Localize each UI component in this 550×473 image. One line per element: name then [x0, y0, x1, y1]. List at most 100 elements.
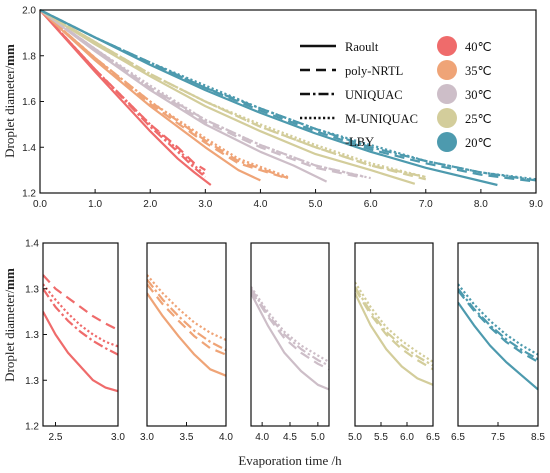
y-tick-label: 1.6	[22, 97, 36, 108]
x-tick-label: 2.0	[143, 199, 157, 210]
legend-models: Raoult poly-NRTL UNIQUAC M-UNIQUAC -LBY	[300, 40, 418, 149]
zoom-series-35-raoult	[147, 292, 226, 377]
zoom-series-30-uniquac	[251, 288, 329, 367]
x-axis-title: Evaporation time /h	[238, 453, 342, 468]
zoom-chart-25: 5.0 5.5 6.0 6.5	[348, 242, 440, 443]
x-tick-label: 1.0	[88, 199, 102, 210]
zoom-y-tick-label: 1.3	[25, 330, 39, 341]
series-40-raoult	[39, 9, 212, 186]
series-30-m-uniquac	[39, 9, 371, 180]
zoom-chart-35-frame	[146, 242, 227, 427]
zoom-chart-35-lines	[147, 274, 226, 377]
zoom-x-tick-label: 6.0	[400, 432, 414, 443]
legend-swatch-30	[437, 84, 457, 104]
zoom-series-20-raoult	[458, 301, 538, 391]
main-chart-ylabel: Droplet diameter/mm	[2, 44, 17, 158]
zoom-charts: 2.5 3.01.21.31.31.31.43.0 3.5 4.0 4.0 4.5 5.0 5…	[25, 239, 545, 444]
zoom-x-tick-label: 7.5	[491, 432, 505, 443]
zoom-x-tick-label: 4.0	[219, 432, 233, 443]
series-40-uniquac	[39, 9, 207, 178]
series-30-raoult	[39, 9, 328, 183]
zoom-series-25-m-uniquac	[355, 281, 433, 363]
x-tick-label: 6.0	[364, 199, 378, 210]
main-ylabel-unit: mm	[2, 44, 17, 66]
zoom-chart-20-lines	[458, 283, 538, 391]
series-40-m-uniquac	[39, 9, 207, 176]
zoom-ylabel-unit: mm	[2, 268, 17, 290]
zoom-x-tick-label: 2.5	[49, 432, 63, 443]
x-tick-label: 9.0	[529, 199, 543, 210]
zoom-y-tick-label: 1.4	[25, 239, 39, 250]
legend-label-raoult: Raoult	[345, 40, 379, 54]
zoom-series-20-poly-nrtl	[458, 289, 538, 363]
x-tick-label: 4.0	[253, 199, 267, 210]
zoom-chart-30-lines	[251, 286, 329, 391]
zoom-chart-20: 6.5 7.5 8.5	[451, 242, 545, 443]
x-tick-label: 7.0	[419, 199, 433, 210]
y-tick-label: 1.4	[22, 143, 36, 154]
y-tick-label: 2.0	[22, 6, 36, 17]
zoom-series-35-poly-nrtl	[147, 283, 226, 356]
zoom-series-40-uniquac	[43, 288, 118, 356]
zoom-chart-35: 3.0 3.5 4.0	[140, 242, 233, 443]
zoom-series-25-uniquac	[355, 286, 433, 367]
zoom-chart-40: 2.5 3.0 1.2 1.3 1.3 1.3 1.4	[25, 239, 125, 444]
zoom-y-tick-label: 1.3	[25, 376, 39, 387]
zoom-x-tick-label: 4.0	[255, 432, 269, 443]
zoom-chart-25-lines	[355, 281, 433, 386]
legend-label-uniquac: UNIQUAC	[345, 88, 403, 102]
zoom-chart-40-lines	[43, 274, 118, 393]
series-20-raoult	[39, 9, 498, 187]
zoom-chart-20-frame	[457, 242, 539, 427]
main-chart-frame	[39, 9, 537, 194]
legend-swatch-25	[437, 108, 457, 128]
legend-label-lby: -LBY	[345, 135, 374, 149]
series-20-uniquac	[39, 9, 537, 182]
zoom-x-tick-label: 5.5	[374, 432, 388, 443]
zoom-series-40-m-uniquac	[43, 283, 118, 348]
zoom-series-40-poly-nrtl	[43, 274, 118, 331]
zoom-series-30-raoult	[251, 292, 329, 391]
zoom-ylabel-prefix: Droplet diameter/	[2, 289, 17, 381]
series-35-m-uniquac	[39, 9, 289, 179]
legend-label-m-uniquac: M-UNIQUAC	[345, 112, 418, 126]
series-20-poly-nrtl	[39, 9, 537, 183]
zoom-series-20-m-uniquac	[458, 283, 538, 356]
zoom-chart-30: 4.0 4.5 5.0	[250, 242, 330, 443]
series-30-poly-nrtl	[39, 9, 360, 179]
zoom-x-tick-label: 3.0	[111, 432, 125, 443]
zoom-series-25-raoult	[355, 292, 433, 386]
zoom-x-tick-label: 3.0	[140, 432, 154, 443]
main-chart-lines	[39, 9, 537, 187]
x-tick-label: 0.0	[33, 199, 47, 210]
legend-label-25: 25℃	[465, 112, 492, 126]
main-ylabel-prefix: Droplet diameter/	[2, 65, 17, 157]
zoom-x-tick-label: 5.0	[348, 432, 362, 443]
legend-label-35: 35℃	[465, 64, 492, 78]
legend-temperatures: 40℃ 35℃ 30℃ 25℃ 20℃	[437, 36, 492, 152]
legend-swatch-40	[437, 36, 457, 56]
legend-label-30: 30℃	[465, 88, 492, 102]
legend-label-40: 40℃	[465, 40, 492, 54]
series-35-poly-nrtl	[39, 9, 283, 179]
zoom-x-tick-label: 5.0	[311, 432, 325, 443]
zoom-series-35-uniquac	[147, 278, 226, 352]
legend-swatch-35	[437, 60, 457, 80]
main-chart-ticks: 0.0 1.0 2.0 3.0 4.0 5.0 6.0 7.0 8.0 9.0 1.2 1.4 1.6 1…	[22, 6, 543, 211]
zoom-series-35-m-uniquac	[147, 274, 226, 341]
zoom-series-25-poly-nrtl	[355, 288, 433, 371]
y-tick-label: 1.2	[22, 189, 36, 200]
zoom-series-40-raoult	[43, 311, 118, 393]
legend: Raoult poly-NRTL UNIQUAC M-UNIQUAC -LBY …	[300, 36, 492, 152]
zoom-x-tick-label: 4.5	[283, 432, 297, 443]
series-25-m-uniquac	[39, 9, 427, 179]
series-35-raoult	[39, 9, 261, 182]
series-20-m-uniquac	[39, 9, 537, 181]
x-tick-label: 5.0	[309, 199, 323, 210]
legend-swatch-20	[437, 132, 457, 152]
main-chart: 0.0 1.0 2.0 3.0 4.0 5.0 6.0 7.0 8.0 9.0 1.2 1.4 1.6 1…	[2, 6, 543, 211]
zoom-charts-ylabel: Droplet diameter/mm	[2, 268, 17, 382]
zoom-series-30-m-uniquac	[251, 286, 329, 363]
zoom-y-tick-label: 1.2	[25, 422, 39, 433]
